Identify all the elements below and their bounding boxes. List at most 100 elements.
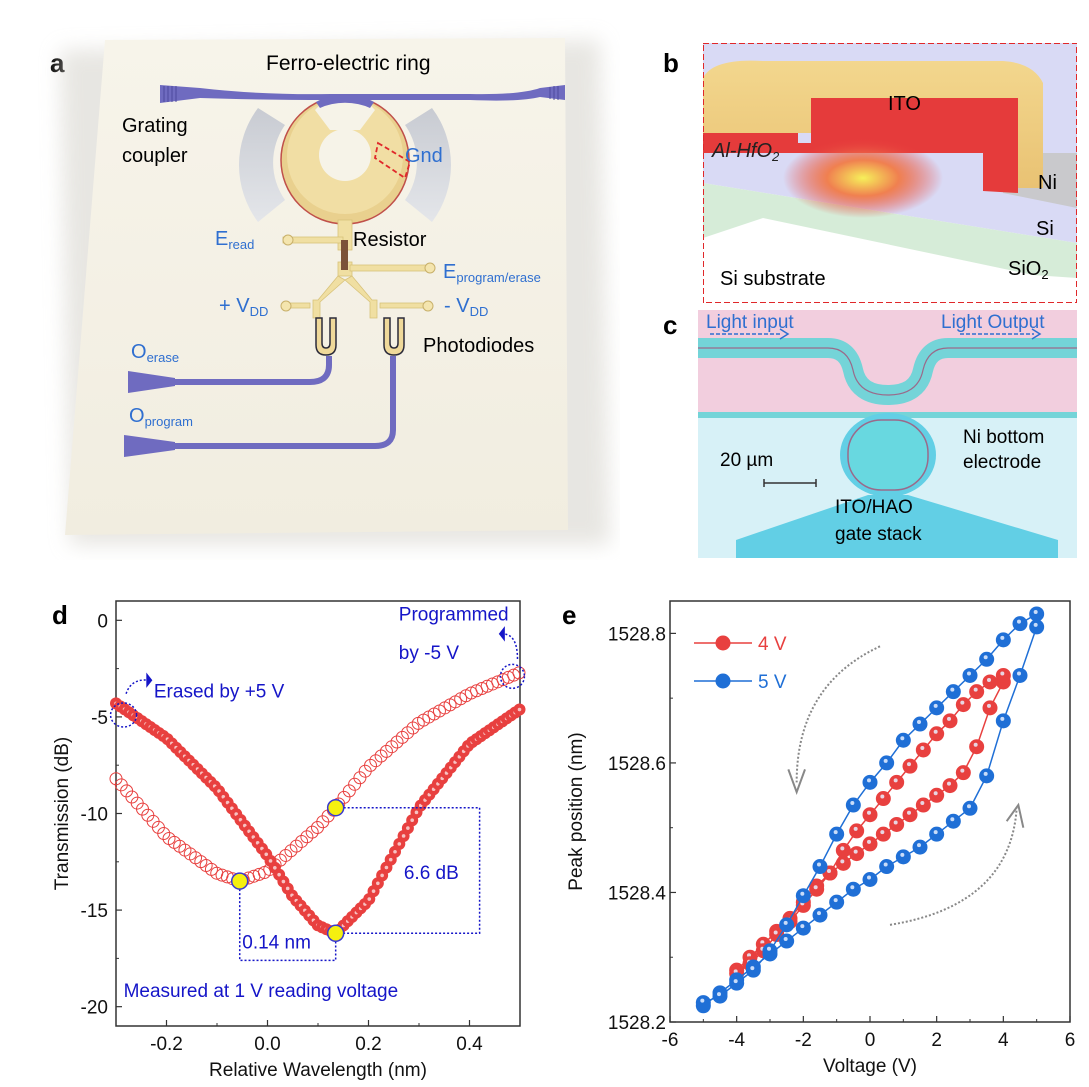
label-ni-bottom-line2: electrode <box>963 452 1042 473</box>
data-point-shine <box>1033 622 1038 627</box>
data-point-programmed <box>305 825 319 839</box>
programmed-marker-circle <box>499 663 526 690</box>
x-tick-label: -6 <box>662 1030 679 1051</box>
label-sio2: SiO2 <box>1008 258 1049 282</box>
data-point-highlight <box>277 872 281 877</box>
x-tick-label: -2 <box>795 1030 812 1051</box>
data-point <box>875 826 891 842</box>
data-point <box>982 674 998 690</box>
data-point-highlight <box>376 881 380 886</box>
data-point-highlight <box>268 859 273 863</box>
label-o-program: Oprogram <box>129 405 193 429</box>
data-point-shine <box>1000 671 1005 676</box>
label-minus-vdd: - VDD <box>444 295 489 319</box>
x-tick-label: -4 <box>728 1030 745 1051</box>
data-point <box>879 755 895 771</box>
data-point-programmed <box>385 740 399 754</box>
legend-marker <box>715 673 731 689</box>
data-point <box>1012 616 1028 632</box>
label-ito: ITO <box>888 93 921 115</box>
data-point-highlight <box>410 818 414 823</box>
data-point <box>902 758 918 774</box>
data-point-shine <box>833 830 838 835</box>
data-point-shine <box>973 687 978 692</box>
data-point <box>1012 667 1028 683</box>
data-point-programmed <box>289 839 303 853</box>
y-axis-title: Peak position (nm) <box>566 732 587 890</box>
highlight-point <box>326 924 345 943</box>
x-tick-label: 4 <box>998 1030 1009 1051</box>
label-grating-coupler-line2: coupler <box>122 145 188 167</box>
data-point <box>779 917 795 933</box>
data-point-shine <box>867 810 871 815</box>
x-tick-label: -0.2 <box>150 1034 183 1055</box>
label-gate-stack-line2: gate stack <box>835 524 922 545</box>
data-point-shine <box>960 700 965 705</box>
data-point-shine <box>850 885 855 890</box>
label-resistor: Resistor <box>353 229 427 251</box>
erased-arrowhead <box>146 672 153 688</box>
data-point <box>942 778 958 794</box>
data-point <box>1029 619 1045 635</box>
data-point <box>809 881 825 897</box>
data-point-programmed <box>369 754 383 768</box>
data-point-shine <box>920 801 925 806</box>
data-point-shine <box>907 810 911 815</box>
data-point <box>795 920 811 936</box>
data-point-programmed <box>279 848 293 862</box>
data-point-shine <box>867 839 871 844</box>
data-point-shine <box>840 859 845 864</box>
label-light-output: Light Output <box>941 312 1045 333</box>
data-point-shine <box>893 778 898 783</box>
data-point-shine <box>987 703 991 708</box>
data-point-shine <box>827 869 831 874</box>
data-point-shine <box>893 820 898 825</box>
delta-nm-bracket <box>238 881 337 962</box>
data-point-highlight <box>397 842 402 846</box>
data-point-shine <box>880 830 885 835</box>
data-point <box>862 836 878 852</box>
data-point <box>912 716 928 732</box>
label-gate-stack-line1: ITO/HAO <box>835 497 913 518</box>
label-si-substrate: Si substrate <box>720 268 826 290</box>
legend-label: 4 V <box>758 634 787 655</box>
data-point <box>862 774 878 790</box>
data-point <box>915 742 931 758</box>
gate-stack-pad <box>736 495 1058 558</box>
x-tick-label: 2 <box>931 1030 942 1051</box>
data-point-shine <box>917 720 921 725</box>
arrowhead-down <box>787 769 806 795</box>
data-point-shine <box>920 745 925 750</box>
data-point <box>812 907 828 923</box>
data-point <box>969 684 985 700</box>
data-point-shine <box>983 655 988 660</box>
annotation-programmed-line2: by -5 V <box>399 643 460 664</box>
data-point <box>895 732 911 748</box>
data-point-shine <box>850 801 855 806</box>
data-point-highlight <box>367 897 372 901</box>
x-tick-label: 0.4 <box>456 1034 483 1055</box>
data-point-shine <box>947 716 951 721</box>
y-tick-label: 0 <box>97 611 108 632</box>
legend-label: 5 V <box>758 672 787 693</box>
data-point-shine <box>813 885 818 890</box>
data-point-shine <box>773 930 778 935</box>
annotation-erased: Erased by +5 V <box>154 682 285 703</box>
label-o-erase: Oerase <box>131 341 180 365</box>
x-axis-title: Voltage (V) <box>823 1056 917 1077</box>
highlight-point <box>326 798 345 817</box>
data-point-shine <box>1017 671 1021 676</box>
arrow-sweep-up <box>889 808 1018 926</box>
data-point <box>762 943 778 959</box>
data-point-shine <box>933 830 938 835</box>
annotation-delta-db: 6.6 dB <box>404 863 459 884</box>
hysteresis-chart: -6 -4 -2 0 2 4 6 1528.2 1528.4 1528.6 1528.8 Voltag… <box>566 600 1075 1077</box>
data-point-highlight <box>388 857 393 862</box>
photodiodes <box>315 317 405 356</box>
data-point-shine <box>840 846 845 851</box>
data-point <box>979 651 995 667</box>
bus-waveguide <box>160 85 565 103</box>
ground-electrode-left <box>239 108 285 222</box>
erased-marker-circle <box>109 702 138 728</box>
optical-micrograph <box>698 310 1077 558</box>
